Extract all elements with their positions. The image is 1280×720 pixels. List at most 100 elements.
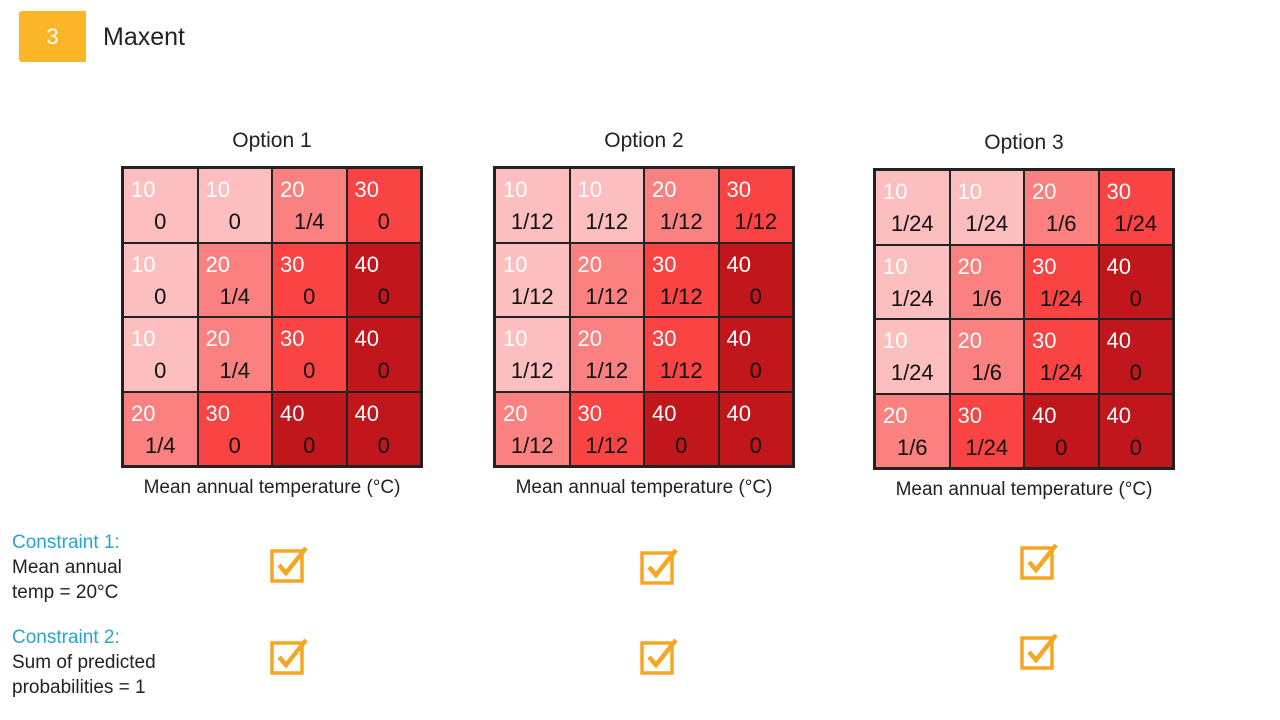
probability: 1/4 bbox=[293, 209, 325, 234]
option-title: Option 1 bbox=[232, 129, 312, 152]
temperature: 10 bbox=[503, 177, 528, 202]
probability: 1/4 bbox=[219, 358, 251, 383]
checkbox-icon bbox=[1020, 543, 1058, 580]
temperature: 20 bbox=[280, 177, 305, 202]
probability: 0 bbox=[377, 283, 390, 309]
probability: 0 bbox=[377, 358, 390, 383]
grid: 10 1/24 10 1/24 20 1/6 30 1/24 10 1/24 20 1/6 30 1/24… bbox=[873, 168, 1175, 470]
temperature: 40 bbox=[354, 400, 379, 426]
checkbox bbox=[640, 638, 680, 681]
constraint-text: Mean annual bbox=[12, 557, 122, 578]
temperature: 20 bbox=[577, 251, 602, 277]
probability: 1/12 bbox=[659, 209, 703, 234]
temperature: 10 bbox=[957, 179, 982, 204]
temperature: 20 bbox=[205, 326, 230, 351]
grid-cell: 30 1/24 bbox=[1098, 170, 1173, 245]
constraint-label: Constraint 2: bbox=[12, 627, 120, 648]
probability: 0 bbox=[228, 432, 241, 458]
temperature: 40 bbox=[726, 326, 751, 351]
grid-cell: 20 1/6 bbox=[949, 244, 1024, 319]
option-title: Option 2 bbox=[604, 129, 684, 152]
grid-cell: 40 0 bbox=[346, 242, 421, 317]
grid-cell: 30 0 bbox=[346, 168, 421, 243]
temperature: 20 bbox=[957, 328, 982, 353]
probability: 0 bbox=[1129, 285, 1142, 311]
probability: 1/12 bbox=[585, 358, 629, 383]
probability: 0 bbox=[1055, 434, 1068, 460]
constraint-text: temp = 20°C bbox=[12, 582, 119, 603]
grid: 10 0 10 0 20 1/4 30 0 10 0 20 1/4 30 0 40 0 10 0 20 1/4 30 0 4… bbox=[121, 166, 423, 468]
grid-cell: 30 0 bbox=[272, 317, 347, 392]
temperature: 10 bbox=[205, 177, 230, 202]
probability: 0 bbox=[1129, 434, 1142, 460]
checkbox bbox=[270, 546, 310, 589]
probability: 1/12 bbox=[510, 432, 554, 458]
grid-cell: 20 1/12 bbox=[569, 242, 644, 317]
temperature: 30 bbox=[205, 400, 230, 426]
temperature: 10 bbox=[131, 251, 156, 277]
probability: 1/24 bbox=[965, 434, 1009, 460]
temperature: 10 bbox=[883, 253, 908, 279]
grid-cell: 40 0 bbox=[644, 391, 719, 466]
probability: 0 bbox=[749, 432, 762, 458]
temperature: 10 bbox=[503, 326, 528, 351]
grid-cell: 10 1/12 bbox=[495, 168, 570, 243]
temperature: 40 bbox=[1032, 402, 1057, 428]
probability: 0 bbox=[154, 209, 167, 234]
temperature: 10 bbox=[131, 177, 156, 202]
grid-cell: 30 1/12 bbox=[644, 317, 719, 392]
probability: 0 bbox=[749, 283, 762, 309]
grid-cell: 20 1/12 bbox=[569, 317, 644, 392]
constraint-text: Sum of predicted bbox=[12, 652, 156, 673]
probability: 1/6 bbox=[1045, 211, 1077, 236]
grid-cell: 20 1/4 bbox=[123, 391, 198, 466]
option-title: Option 3 bbox=[984, 131, 1064, 154]
constraint-text: probabilities = 1 bbox=[12, 677, 146, 698]
grid-cell: 40 0 bbox=[718, 317, 793, 392]
grid-cell: 30 0 bbox=[272, 242, 347, 317]
probability: 0 bbox=[303, 358, 316, 383]
probability: 0 bbox=[749, 358, 762, 383]
checkbox bbox=[1020, 633, 1060, 676]
probability: 1/24 bbox=[965, 211, 1009, 236]
temperature: 20 bbox=[883, 402, 908, 428]
constraint-label: Constraint 1: bbox=[12, 532, 120, 553]
probability: 1/24 bbox=[1114, 211, 1158, 236]
grid-cell: 40 0 bbox=[718, 391, 793, 466]
temperature: 30 bbox=[1032, 253, 1057, 279]
temperature: 30 bbox=[652, 251, 677, 277]
temperature: 30 bbox=[280, 326, 305, 351]
temperature: 30 bbox=[1032, 328, 1057, 353]
probability: 1/24 bbox=[890, 285, 934, 311]
grid-cell: 20 1/4 bbox=[272, 168, 347, 243]
probability: 0 bbox=[303, 432, 316, 458]
temperature: 40 bbox=[1106, 253, 1131, 279]
grid-cell: 20 1/12 bbox=[495, 391, 570, 466]
probability: 0 bbox=[154, 358, 167, 383]
temperature: 10 bbox=[131, 326, 156, 351]
probability: 0 bbox=[377, 432, 390, 458]
grid-cell: 10 1/24 bbox=[875, 244, 950, 319]
axis-caption: Mean annual temperature (°C) bbox=[515, 477, 773, 498]
temperature: 30 bbox=[354, 177, 379, 202]
grid-cell: 40 0 bbox=[718, 242, 793, 317]
probability: 1/4 bbox=[219, 283, 251, 309]
grid-cell: 30 1/12 bbox=[718, 168, 793, 243]
temperature: 30 bbox=[726, 177, 751, 202]
checkbox-icon bbox=[270, 638, 308, 675]
temperature: 30 bbox=[652, 326, 677, 351]
slide-title: Maxent bbox=[103, 23, 185, 51]
grid-cell: 20 1/4 bbox=[197, 317, 272, 392]
grid-cell: 30 1/12 bbox=[569, 391, 644, 466]
grid-cell: 30 1/24 bbox=[949, 393, 1024, 468]
grid-cell: 40 0 bbox=[1098, 393, 1173, 468]
grid-cell: 40 0 bbox=[346, 391, 421, 466]
probability: 0 bbox=[154, 283, 167, 309]
probability: 0 bbox=[228, 209, 241, 234]
probability: 1/12 bbox=[510, 358, 554, 383]
temperature: 20 bbox=[503, 400, 528, 426]
temperature: 20 bbox=[205, 251, 230, 277]
temperature: 10 bbox=[883, 179, 908, 204]
checkbox-icon bbox=[270, 546, 308, 583]
